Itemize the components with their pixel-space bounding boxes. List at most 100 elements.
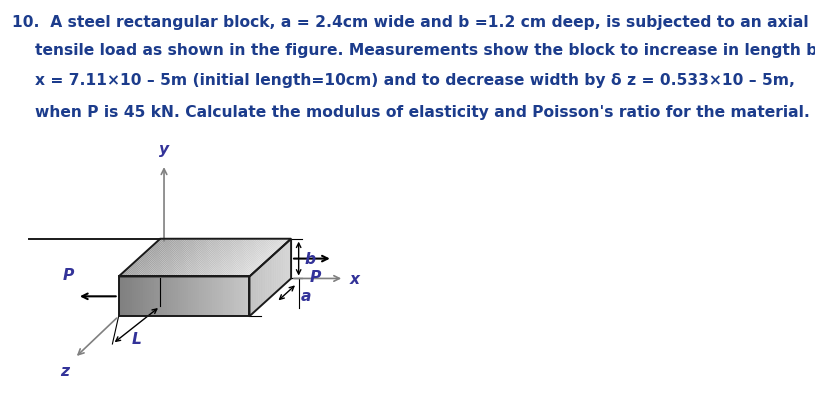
Polygon shape: [126, 239, 169, 277]
Polygon shape: [184, 277, 187, 316]
Polygon shape: [236, 277, 239, 316]
Polygon shape: [200, 239, 243, 277]
Polygon shape: [232, 277, 234, 316]
Polygon shape: [208, 239, 252, 277]
Polygon shape: [243, 239, 287, 277]
Polygon shape: [121, 277, 123, 316]
Polygon shape: [140, 277, 143, 316]
Polygon shape: [240, 239, 284, 277]
Polygon shape: [200, 277, 201, 316]
Polygon shape: [201, 239, 245, 277]
Polygon shape: [195, 277, 197, 316]
Polygon shape: [123, 277, 126, 316]
Polygon shape: [247, 277, 249, 316]
Polygon shape: [243, 277, 245, 316]
Polygon shape: [171, 277, 173, 316]
Polygon shape: [226, 239, 269, 277]
Polygon shape: [240, 277, 243, 316]
Polygon shape: [145, 277, 147, 316]
Polygon shape: [179, 277, 182, 316]
Polygon shape: [197, 239, 241, 277]
Polygon shape: [206, 277, 208, 316]
Polygon shape: [162, 239, 206, 277]
Text: a: a: [301, 289, 311, 304]
Polygon shape: [140, 239, 184, 277]
Text: when P is 45 kN. Calculate the modulus of elasticity and Poisson's ratio for the: when P is 45 kN. Calculate the modulus o…: [35, 104, 810, 119]
Polygon shape: [239, 277, 240, 316]
Polygon shape: [182, 239, 226, 277]
Polygon shape: [236, 239, 280, 277]
Polygon shape: [152, 277, 153, 316]
Polygon shape: [149, 277, 152, 316]
Polygon shape: [175, 277, 178, 316]
Polygon shape: [156, 277, 158, 316]
Polygon shape: [121, 239, 165, 277]
Text: x = 7.11×10 – 5m (initial length=10cm) and to decrease width by δ z = 0.533×10 –: x = 7.11×10 – 5m (initial length=10cm) a…: [35, 73, 795, 88]
Polygon shape: [188, 277, 191, 316]
Polygon shape: [153, 277, 156, 316]
Polygon shape: [147, 239, 191, 277]
Polygon shape: [127, 239, 171, 277]
Polygon shape: [232, 239, 275, 277]
Polygon shape: [188, 239, 232, 277]
Polygon shape: [193, 239, 236, 277]
Polygon shape: [147, 277, 149, 316]
Polygon shape: [201, 277, 204, 316]
Polygon shape: [134, 277, 136, 316]
Polygon shape: [208, 277, 210, 316]
Polygon shape: [239, 239, 282, 277]
Polygon shape: [173, 277, 175, 316]
Polygon shape: [217, 277, 219, 316]
Text: y: y: [159, 142, 169, 157]
Polygon shape: [223, 277, 226, 316]
Text: 10.  A steel rectangular block, a = 2.4cm wide and b =1.2 cm deep, is subjected : 10. A steel rectangular block, a = 2.4cm…: [12, 15, 808, 30]
Polygon shape: [143, 239, 187, 277]
Polygon shape: [158, 277, 160, 316]
Polygon shape: [226, 277, 227, 316]
Polygon shape: [136, 277, 139, 316]
Text: z: z: [59, 363, 68, 378]
Polygon shape: [132, 277, 134, 316]
Polygon shape: [247, 239, 291, 277]
Polygon shape: [213, 277, 214, 316]
Polygon shape: [204, 239, 248, 277]
Polygon shape: [210, 277, 213, 316]
Polygon shape: [139, 239, 182, 277]
Polygon shape: [191, 277, 193, 316]
Polygon shape: [165, 239, 208, 277]
Polygon shape: [178, 277, 179, 316]
Polygon shape: [204, 277, 206, 316]
Polygon shape: [156, 239, 200, 277]
Polygon shape: [139, 277, 140, 316]
Polygon shape: [219, 277, 221, 316]
Polygon shape: [187, 277, 188, 316]
Polygon shape: [127, 277, 130, 316]
Polygon shape: [126, 277, 127, 316]
Polygon shape: [197, 277, 200, 316]
Polygon shape: [136, 239, 180, 277]
Polygon shape: [184, 239, 228, 277]
Polygon shape: [160, 239, 204, 277]
Polygon shape: [165, 277, 166, 316]
Polygon shape: [219, 239, 262, 277]
Text: b: b: [305, 251, 316, 266]
Polygon shape: [182, 277, 184, 316]
Polygon shape: [221, 239, 265, 277]
Polygon shape: [245, 277, 247, 316]
Polygon shape: [187, 239, 230, 277]
Polygon shape: [210, 239, 254, 277]
Polygon shape: [130, 239, 174, 277]
Polygon shape: [245, 239, 289, 277]
Polygon shape: [214, 277, 217, 316]
Polygon shape: [160, 277, 162, 316]
Polygon shape: [119, 277, 121, 316]
Polygon shape: [175, 239, 219, 277]
Polygon shape: [223, 239, 267, 277]
Polygon shape: [143, 277, 145, 316]
Text: tensile load as shown in the figure. Measurements show the block to increase in : tensile load as shown in the figure. Mea…: [35, 43, 815, 58]
Polygon shape: [214, 239, 258, 277]
Polygon shape: [178, 239, 222, 277]
Polygon shape: [227, 277, 230, 316]
Polygon shape: [130, 277, 132, 316]
Polygon shape: [173, 239, 217, 277]
